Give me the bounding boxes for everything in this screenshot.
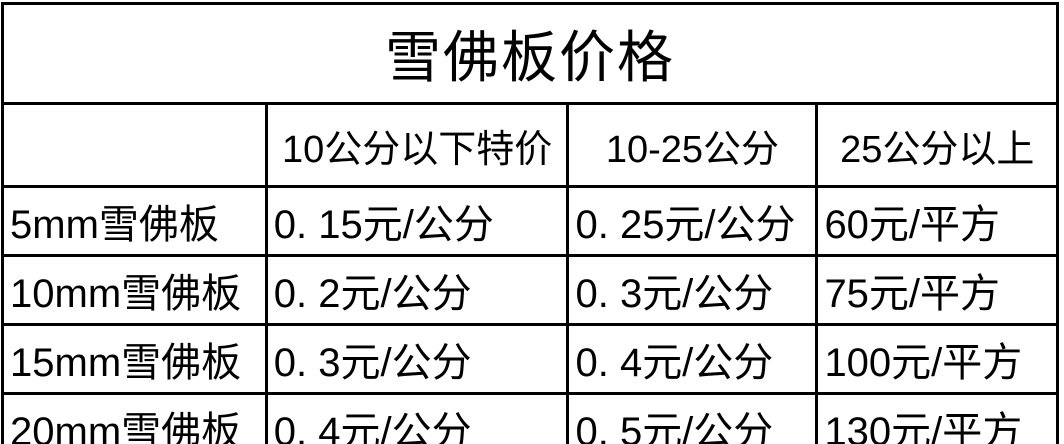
table-row-20mm: 20mm雪佛板 0. 4元/公分 0. 5元/公分 130元/平方 <box>1 392 1059 444</box>
price-cell-20mm-10to25: 0. 5元/公分 <box>566 392 819 444</box>
row-label-10mm: 10mm雪佛板 <box>1 254 268 326</box>
title-row: 雪佛板价格 <box>1 2 1059 105</box>
price-cell-10mm-under10: 0. 2元/公分 <box>264 254 570 326</box>
table-row-5mm: 5mm雪佛板 0. 15元/公分 0. 25元/公分 60元/平方 <box>1 185 1059 257</box>
price-cell-5mm-under10: 0. 15元/公分 <box>264 185 570 257</box>
table-title: 雪佛板价格 <box>1 2 1059 105</box>
price-cell-15mm-under10: 0. 3元/公分 <box>264 323 570 395</box>
table-row-10mm: 10mm雪佛板 0. 2元/公分 0. 3元/公分 75元/平方 <box>1 254 1059 326</box>
price-cell-20mm-under10: 0. 4元/公分 <box>264 392 570 444</box>
table-row-15mm: 15mm雪佛板 0. 3元/公分 0. 4元/公分 100元/平方 <box>1 323 1059 395</box>
row-label-5mm: 5mm雪佛板 <box>1 185 268 257</box>
price-cell-10mm-over25: 75元/平方 <box>815 254 1059 326</box>
price-cell-10mm-10to25: 0. 3元/公分 <box>566 254 819 326</box>
price-cell-15mm-10to25: 0. 4元/公分 <box>566 323 819 395</box>
row-label-20mm: 20mm雪佛板 <box>1 392 268 444</box>
price-cell-20mm-over25: 130元/平方 <box>815 392 1059 444</box>
row-label-15mm: 15mm雪佛板 <box>1 323 268 395</box>
price-cell-5mm-over25: 60元/平方 <box>815 185 1059 257</box>
column-header-under-10cm: 10公分以下特价 <box>264 102 570 188</box>
column-header-10-25cm: 10-25公分 <box>566 102 819 188</box>
column-header-over-25cm: 25公分以上 <box>815 102 1059 188</box>
column-header-blank <box>1 102 268 188</box>
price-cell-5mm-10to25: 0. 25元/公分 <box>566 185 819 257</box>
column-header-row: 10公分以下特价 10-25公分 25公分以上 <box>1 102 1059 188</box>
price-cell-15mm-over25: 100元/平方 <box>815 323 1059 395</box>
